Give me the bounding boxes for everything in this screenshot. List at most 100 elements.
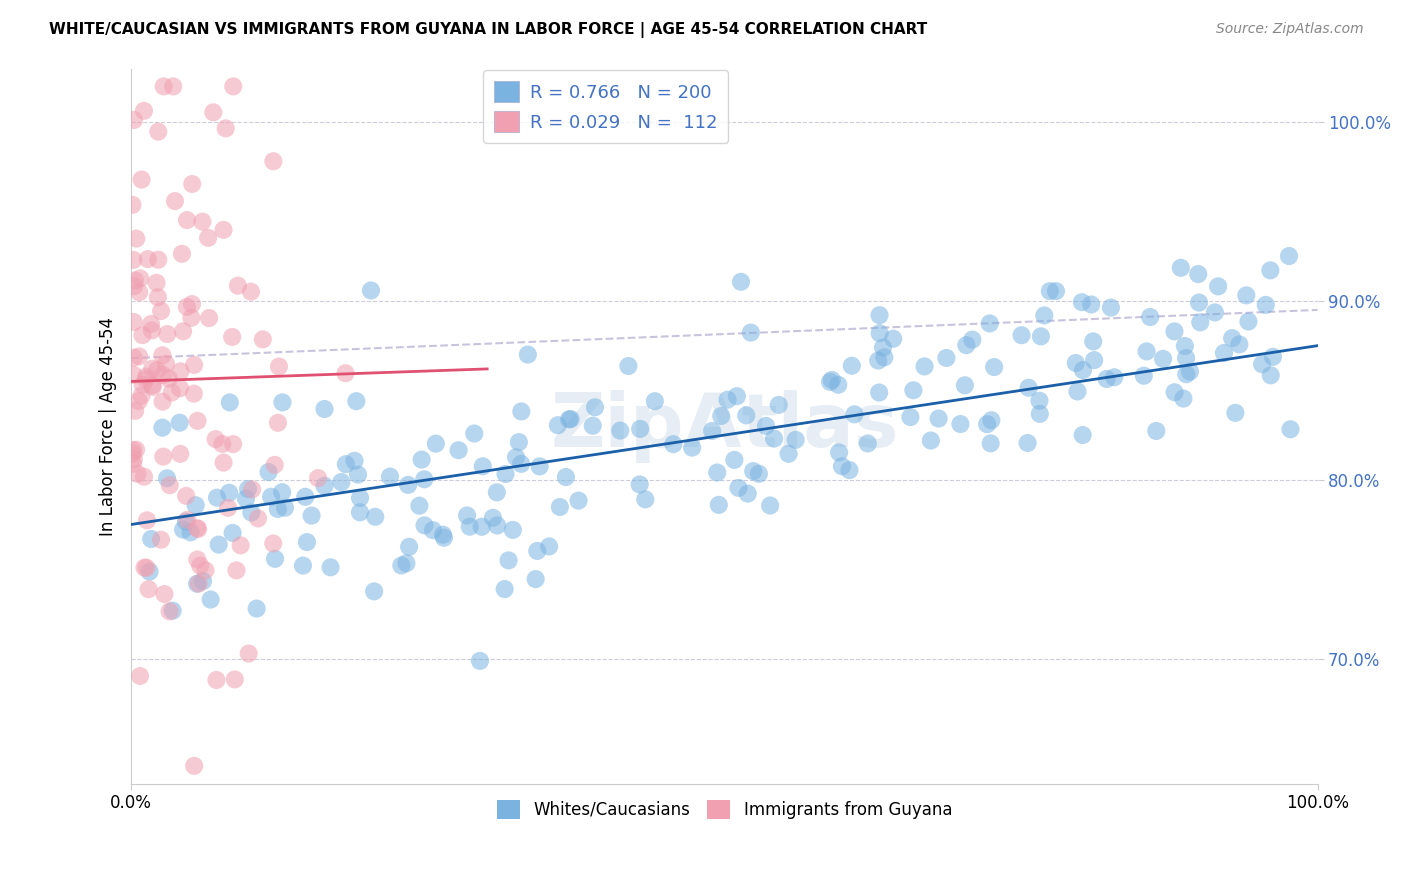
Point <box>482 510 505 524</box>
Point <box>1173 392 1195 406</box>
Point <box>1204 305 1226 319</box>
Y-axis label: In Labor Force | Age 45-54: In Labor Force | Age 45-54 <box>100 317 117 535</box>
Point <box>828 445 851 459</box>
Point <box>471 459 494 474</box>
Point <box>152 394 174 409</box>
Point <box>125 442 148 457</box>
Point <box>260 490 283 504</box>
Point <box>1099 301 1122 315</box>
Point <box>156 326 179 341</box>
Point <box>706 466 728 480</box>
Point <box>1045 284 1067 298</box>
Point <box>184 498 207 512</box>
Point <box>344 394 367 409</box>
Point <box>1071 363 1094 377</box>
Point <box>1170 260 1192 275</box>
Point <box>141 532 163 546</box>
Point <box>411 452 433 467</box>
Point <box>742 464 765 478</box>
Point <box>247 511 270 525</box>
Point <box>136 252 159 266</box>
Point <box>759 499 782 513</box>
Point <box>730 275 752 289</box>
Point <box>468 654 491 668</box>
Point <box>1206 279 1229 293</box>
Point <box>188 558 211 573</box>
Point <box>183 386 205 401</box>
Point <box>838 463 860 477</box>
Point <box>737 486 759 500</box>
Point <box>1261 350 1284 364</box>
Point <box>1152 351 1174 366</box>
Point <box>1064 356 1087 370</box>
Point <box>240 506 263 520</box>
Point <box>702 424 724 438</box>
Point <box>524 572 547 586</box>
Point <box>236 482 259 496</box>
Point <box>508 435 530 450</box>
Point <box>267 416 290 430</box>
Point <box>821 373 844 387</box>
Point <box>1187 267 1209 281</box>
Point <box>238 647 260 661</box>
Point <box>246 601 269 615</box>
Point <box>710 409 733 423</box>
Point <box>221 525 243 540</box>
Point <box>153 587 176 601</box>
Point <box>505 450 527 465</box>
Point <box>1135 344 1157 359</box>
Point <box>748 467 770 481</box>
Point <box>240 285 263 299</box>
Point <box>538 540 561 554</box>
Point <box>868 353 890 368</box>
Point <box>1133 368 1156 383</box>
Point <box>215 121 238 136</box>
Point <box>186 552 208 566</box>
Point <box>395 556 418 570</box>
Point <box>408 499 430 513</box>
Point <box>152 450 174 464</box>
Text: Source: ZipAtlas.com: Source: ZipAtlas.com <box>1216 22 1364 37</box>
Point <box>295 535 318 549</box>
Point <box>463 426 485 441</box>
Point <box>1163 325 1185 339</box>
Point <box>458 519 481 533</box>
Point <box>198 311 221 326</box>
Point <box>856 436 879 450</box>
Point <box>628 477 651 491</box>
Point <box>127 467 149 481</box>
Point <box>343 454 366 468</box>
Point <box>1011 328 1033 343</box>
Point <box>547 418 569 433</box>
Point <box>502 523 524 537</box>
Point <box>396 478 419 492</box>
Point <box>928 411 950 425</box>
Point <box>122 452 145 467</box>
Point <box>1174 339 1197 353</box>
Point <box>707 498 730 512</box>
Point <box>128 285 150 300</box>
Point <box>1083 353 1105 368</box>
Point <box>180 525 202 540</box>
Point <box>267 359 290 374</box>
Point <box>222 79 245 94</box>
Point <box>159 604 181 618</box>
Point <box>1066 384 1088 399</box>
Point <box>152 368 174 382</box>
Text: WHITE/CAUCASIAN VS IMMIGRANTS FROM GUYANA IN LABOR FORCE | AGE 45-54 CORRELATION: WHITE/CAUCASIAN VS IMMIGRANTS FROM GUYAN… <box>49 22 928 38</box>
Point <box>159 478 181 492</box>
Point <box>150 304 173 318</box>
Point <box>548 500 571 514</box>
Point <box>349 491 371 505</box>
Point <box>1178 365 1201 379</box>
Point <box>211 437 233 451</box>
Point <box>869 326 891 341</box>
Point <box>217 500 239 515</box>
Point <box>264 551 287 566</box>
Point <box>1213 346 1236 360</box>
Point <box>364 509 387 524</box>
Point <box>156 471 179 485</box>
Point <box>1144 424 1167 438</box>
Legend: Whites/Caucasians, Immigrants from Guyana: Whites/Caucasians, Immigrants from Guyan… <box>491 793 959 825</box>
Point <box>176 213 198 227</box>
